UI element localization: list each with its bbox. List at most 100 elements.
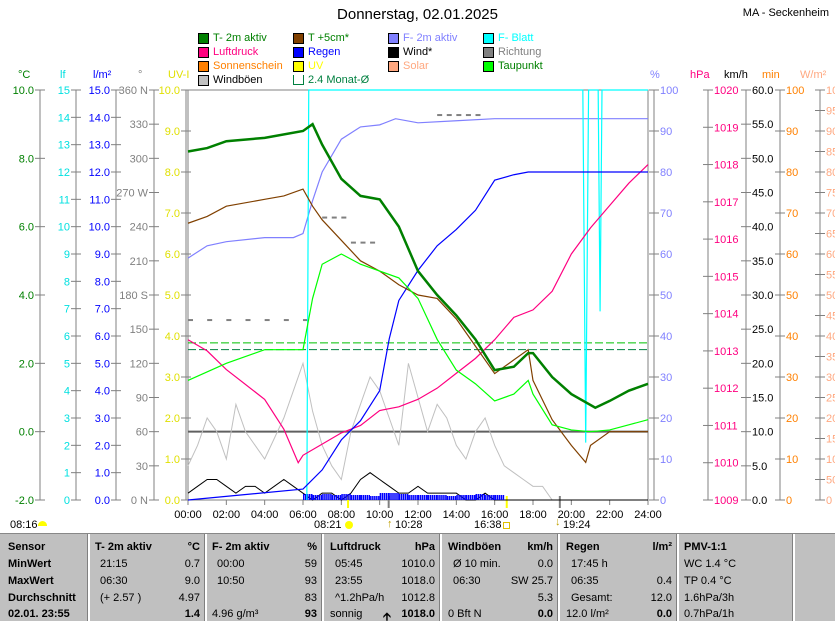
axis-tick-label: 6.0	[95, 331, 110, 343]
axis-tick-label: 14	[58, 112, 70, 124]
axis-tick-label: 0	[64, 495, 70, 507]
axis-tick-label: 9.0	[95, 249, 110, 261]
moonrise-time: 10:28	[395, 519, 423, 531]
rain-bar	[493, 495, 495, 500]
rain-bar	[467, 495, 470, 500]
axis-unit-label: UV-I	[168, 69, 189, 81]
table-cell: 06:30	[100, 575, 128, 587]
rain-bar	[445, 495, 447, 500]
axis-tick-label: 90	[660, 126, 672, 138]
axis-tick-label: 300	[130, 153, 148, 165]
rain-bar	[426, 495, 428, 500]
rain-bar	[311, 494, 313, 500]
axis-tick-label: 0.0	[752, 495, 767, 507]
axis-tick-label: 8	[64, 276, 70, 288]
rain-bar	[494, 495, 497, 500]
axis-tick-label: 750	[826, 188, 835, 200]
axis-tick-label: 850	[826, 147, 835, 159]
rain-bar	[333, 495, 336, 500]
axis-tick-label: 0 N	[131, 495, 148, 507]
rain-bar	[412, 495, 414, 500]
rain-bar	[465, 495, 468, 500]
rain-bar	[350, 495, 353, 500]
legend-swatch	[388, 46, 399, 58]
axis-tick-label: 950	[826, 106, 835, 118]
axis-tick-label: 70	[660, 208, 672, 220]
rain-bar	[462, 495, 464, 500]
axis-tick-label: 30	[660, 372, 672, 384]
rain-bar	[448, 496, 451, 500]
table-header: Windböen	[448, 541, 502, 553]
table-value: 0.0	[537, 608, 553, 620]
rain-bar	[360, 495, 362, 500]
legend-item: T +5cm*	[293, 32, 349, 44]
table-value: 0.0	[656, 608, 672, 620]
legend-label: Solar	[403, 60, 429, 72]
axis-tick-label: 60	[786, 249, 798, 261]
table-value: SW 25.7	[510, 575, 553, 587]
legend-label: F- Blatt	[498, 32, 534, 44]
axis-tick-label: 5.0	[95, 358, 110, 370]
legend-swatch	[483, 46, 494, 58]
table-value: 12.0	[650, 592, 672, 604]
axis-tick-label: 12.0	[89, 167, 110, 179]
axis-tick-label: 20	[660, 413, 672, 425]
axis-unit-label: hPa	[690, 69, 710, 81]
rain-bar	[414, 495, 416, 500]
axis-tick-label: 25.0	[752, 324, 773, 336]
rain-bar	[450, 496, 453, 500]
table-value: 1010.0	[401, 558, 435, 570]
table-cell: 06:35	[571, 575, 599, 587]
legend-item: Windböen	[198, 74, 263, 86]
rain-bar	[439, 495, 441, 500]
axis-tick-label: 15.0	[752, 393, 773, 405]
axis-tick-label: 1000	[826, 85, 835, 97]
table-value: 0.7	[184, 558, 200, 570]
rain-bar	[446, 496, 449, 500]
axis-tick-label: 50	[786, 290, 798, 302]
rain-bar	[424, 495, 426, 500]
legend-item: Sonnenschein	[198, 60, 283, 72]
rain-bar	[307, 494, 309, 500]
table-header: F- 2m aktiv	[212, 541, 270, 553]
rain-bar	[420, 495, 422, 500]
axis-tick-label: 13.0	[89, 140, 110, 152]
table-cell: 06:30	[453, 575, 481, 587]
axis-tick-label: 6	[64, 331, 70, 343]
series-t-5cm-	[187, 188, 648, 464]
axis-tick-label: 0	[826, 495, 832, 507]
axis-tick-label: 1.0	[95, 468, 110, 480]
rain-bar	[487, 495, 489, 500]
column-divider	[677, 534, 679, 621]
rain-bar	[389, 493, 391, 500]
axis-tick-label: 7.0	[165, 208, 180, 220]
axis-tick-label: -2.0	[15, 495, 34, 507]
axis-tick-label: 0	[660, 495, 666, 507]
axis-tick-label: 90	[786, 126, 798, 138]
rain-bar	[429, 495, 432, 500]
axis-tick-label: 3.0	[165, 372, 180, 384]
legend-item: Taupunkt	[483, 60, 543, 72]
series-f-blatt	[306, 89, 648, 501]
series-taupunkt	[187, 253, 649, 433]
table-value: 9.0	[184, 575, 200, 587]
table-header: PMV-1:1	[684, 541, 727, 553]
axis-tick-label: 55.0	[752, 119, 773, 131]
legend-swatch	[198, 32, 209, 44]
rain-bar	[366, 495, 368, 500]
axis-tick-label: 12	[58, 167, 70, 179]
axis-tick-label: 2	[64, 440, 70, 452]
rain-bar	[349, 494, 351, 500]
axis-tick-label: 1012	[714, 383, 738, 395]
legend-swatch	[198, 46, 209, 58]
axis-unit-label: W/m²	[800, 69, 827, 81]
table-cell: 00:00	[217, 558, 245, 570]
table-cell: 05:45	[335, 558, 363, 570]
unit-header: %	[307, 541, 317, 553]
rain-bar	[354, 495, 357, 500]
table-value: 0.4	[656, 575, 672, 587]
moonset-icon: ↓	[555, 516, 561, 528]
row-label: MinWert	[8, 558, 52, 570]
unit-header: km/h	[527, 541, 553, 553]
axis-unit-label: °C	[18, 69, 30, 81]
